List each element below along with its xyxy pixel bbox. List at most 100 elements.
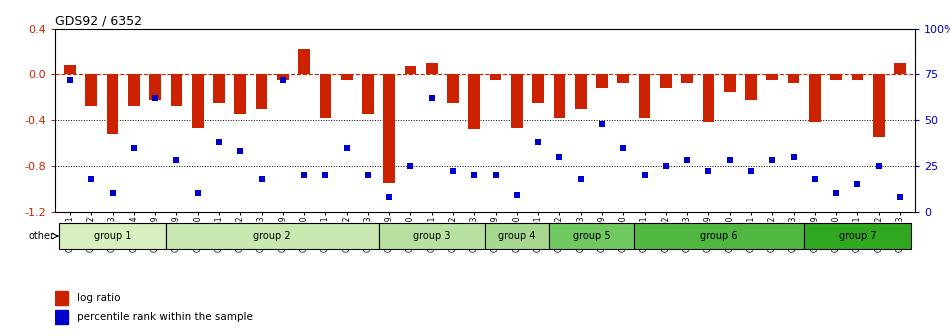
Text: group 5: group 5 (573, 231, 610, 241)
Bar (149, 74, 161, 99)
Point (446, 169, 461, 174)
Point (892, 194, 907, 200)
Text: group 7: group 7 (839, 231, 876, 241)
FancyBboxPatch shape (634, 223, 805, 249)
Text: group 2: group 2 (254, 231, 291, 241)
Point (424, 95, 439, 101)
Bar (851, 74, 864, 80)
Bar (681, 74, 693, 84)
Point (679, 158, 694, 163)
FancyBboxPatch shape (484, 223, 549, 249)
Point (233, 149, 248, 154)
Bar (55, 310, 68, 324)
Point (169, 158, 184, 163)
Bar (65, 65, 76, 74)
Point (254, 176, 269, 181)
Text: GDS92 / 6352: GDS92 / 6352 (55, 14, 142, 28)
Bar (638, 74, 651, 118)
Bar (341, 74, 352, 80)
Text: percentile rank within the sample: percentile rank within the sample (77, 312, 253, 322)
Bar (128, 74, 140, 107)
Point (360, 172, 375, 178)
Bar (213, 74, 225, 103)
Bar (468, 74, 480, 129)
Bar (745, 74, 757, 99)
Point (786, 154, 801, 160)
Point (573, 176, 588, 181)
Bar (171, 74, 182, 107)
Point (63, 77, 78, 83)
Point (104, 191, 120, 196)
Point (296, 172, 312, 178)
Point (722, 158, 737, 163)
Text: log ratio: log ratio (77, 293, 120, 303)
FancyBboxPatch shape (549, 223, 634, 249)
FancyBboxPatch shape (59, 223, 165, 249)
Bar (660, 74, 672, 88)
Bar (426, 63, 438, 74)
Text: group 1: group 1 (94, 231, 131, 241)
Bar (873, 74, 884, 137)
Bar (362, 74, 373, 114)
Point (339, 145, 354, 150)
Bar (86, 74, 97, 107)
Bar (55, 291, 68, 305)
Bar (618, 74, 629, 84)
Bar (106, 74, 119, 134)
Bar (490, 74, 502, 80)
Point (488, 172, 504, 178)
Point (595, 121, 610, 126)
Bar (384, 74, 395, 183)
FancyBboxPatch shape (805, 223, 911, 249)
Point (84, 176, 99, 181)
Text: group 3: group 3 (413, 231, 450, 241)
Point (509, 193, 524, 198)
Bar (575, 74, 586, 109)
Point (382, 194, 397, 200)
Text: group 6: group 6 (700, 231, 738, 241)
Bar (298, 49, 310, 74)
Bar (703, 74, 714, 122)
Point (658, 163, 674, 169)
Point (637, 172, 653, 178)
Text: other: other (28, 231, 55, 241)
Bar (554, 74, 565, 118)
Bar (235, 74, 246, 114)
Bar (256, 74, 267, 109)
Point (850, 181, 865, 187)
Point (531, 139, 546, 145)
Point (147, 95, 162, 101)
Bar (447, 74, 459, 103)
Bar (830, 74, 842, 80)
Bar (767, 74, 778, 80)
Bar (192, 74, 203, 128)
Point (466, 172, 482, 178)
Point (276, 77, 291, 83)
Bar (405, 66, 416, 74)
Point (701, 169, 716, 174)
Bar (319, 74, 332, 118)
Bar (788, 74, 799, 84)
Bar (532, 74, 544, 103)
Point (552, 154, 567, 160)
Bar (809, 74, 821, 122)
FancyBboxPatch shape (378, 223, 484, 249)
Point (317, 172, 332, 178)
Point (871, 163, 886, 169)
Point (403, 163, 418, 169)
Bar (511, 74, 522, 128)
Point (126, 145, 142, 150)
Point (765, 158, 780, 163)
Bar (597, 74, 608, 88)
Bar (277, 74, 289, 80)
Bar (894, 63, 905, 74)
Point (828, 191, 844, 196)
FancyBboxPatch shape (165, 223, 378, 249)
Point (211, 139, 226, 145)
Point (616, 145, 631, 150)
Point (808, 176, 823, 181)
Point (190, 191, 205, 196)
Point (744, 169, 759, 174)
Bar (724, 74, 735, 91)
Text: group 4: group 4 (498, 231, 536, 241)
